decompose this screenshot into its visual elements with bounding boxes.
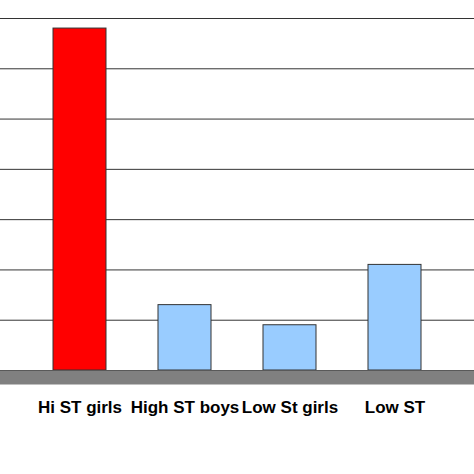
svg-text:Hi ST girls: Hi ST girls xyxy=(38,398,122,417)
svg-text:Low ST: Low ST xyxy=(365,398,426,417)
svg-text:High ST boys: High ST boys xyxy=(131,398,240,417)
svg-text:Low St girls: Low St girls xyxy=(242,398,338,417)
